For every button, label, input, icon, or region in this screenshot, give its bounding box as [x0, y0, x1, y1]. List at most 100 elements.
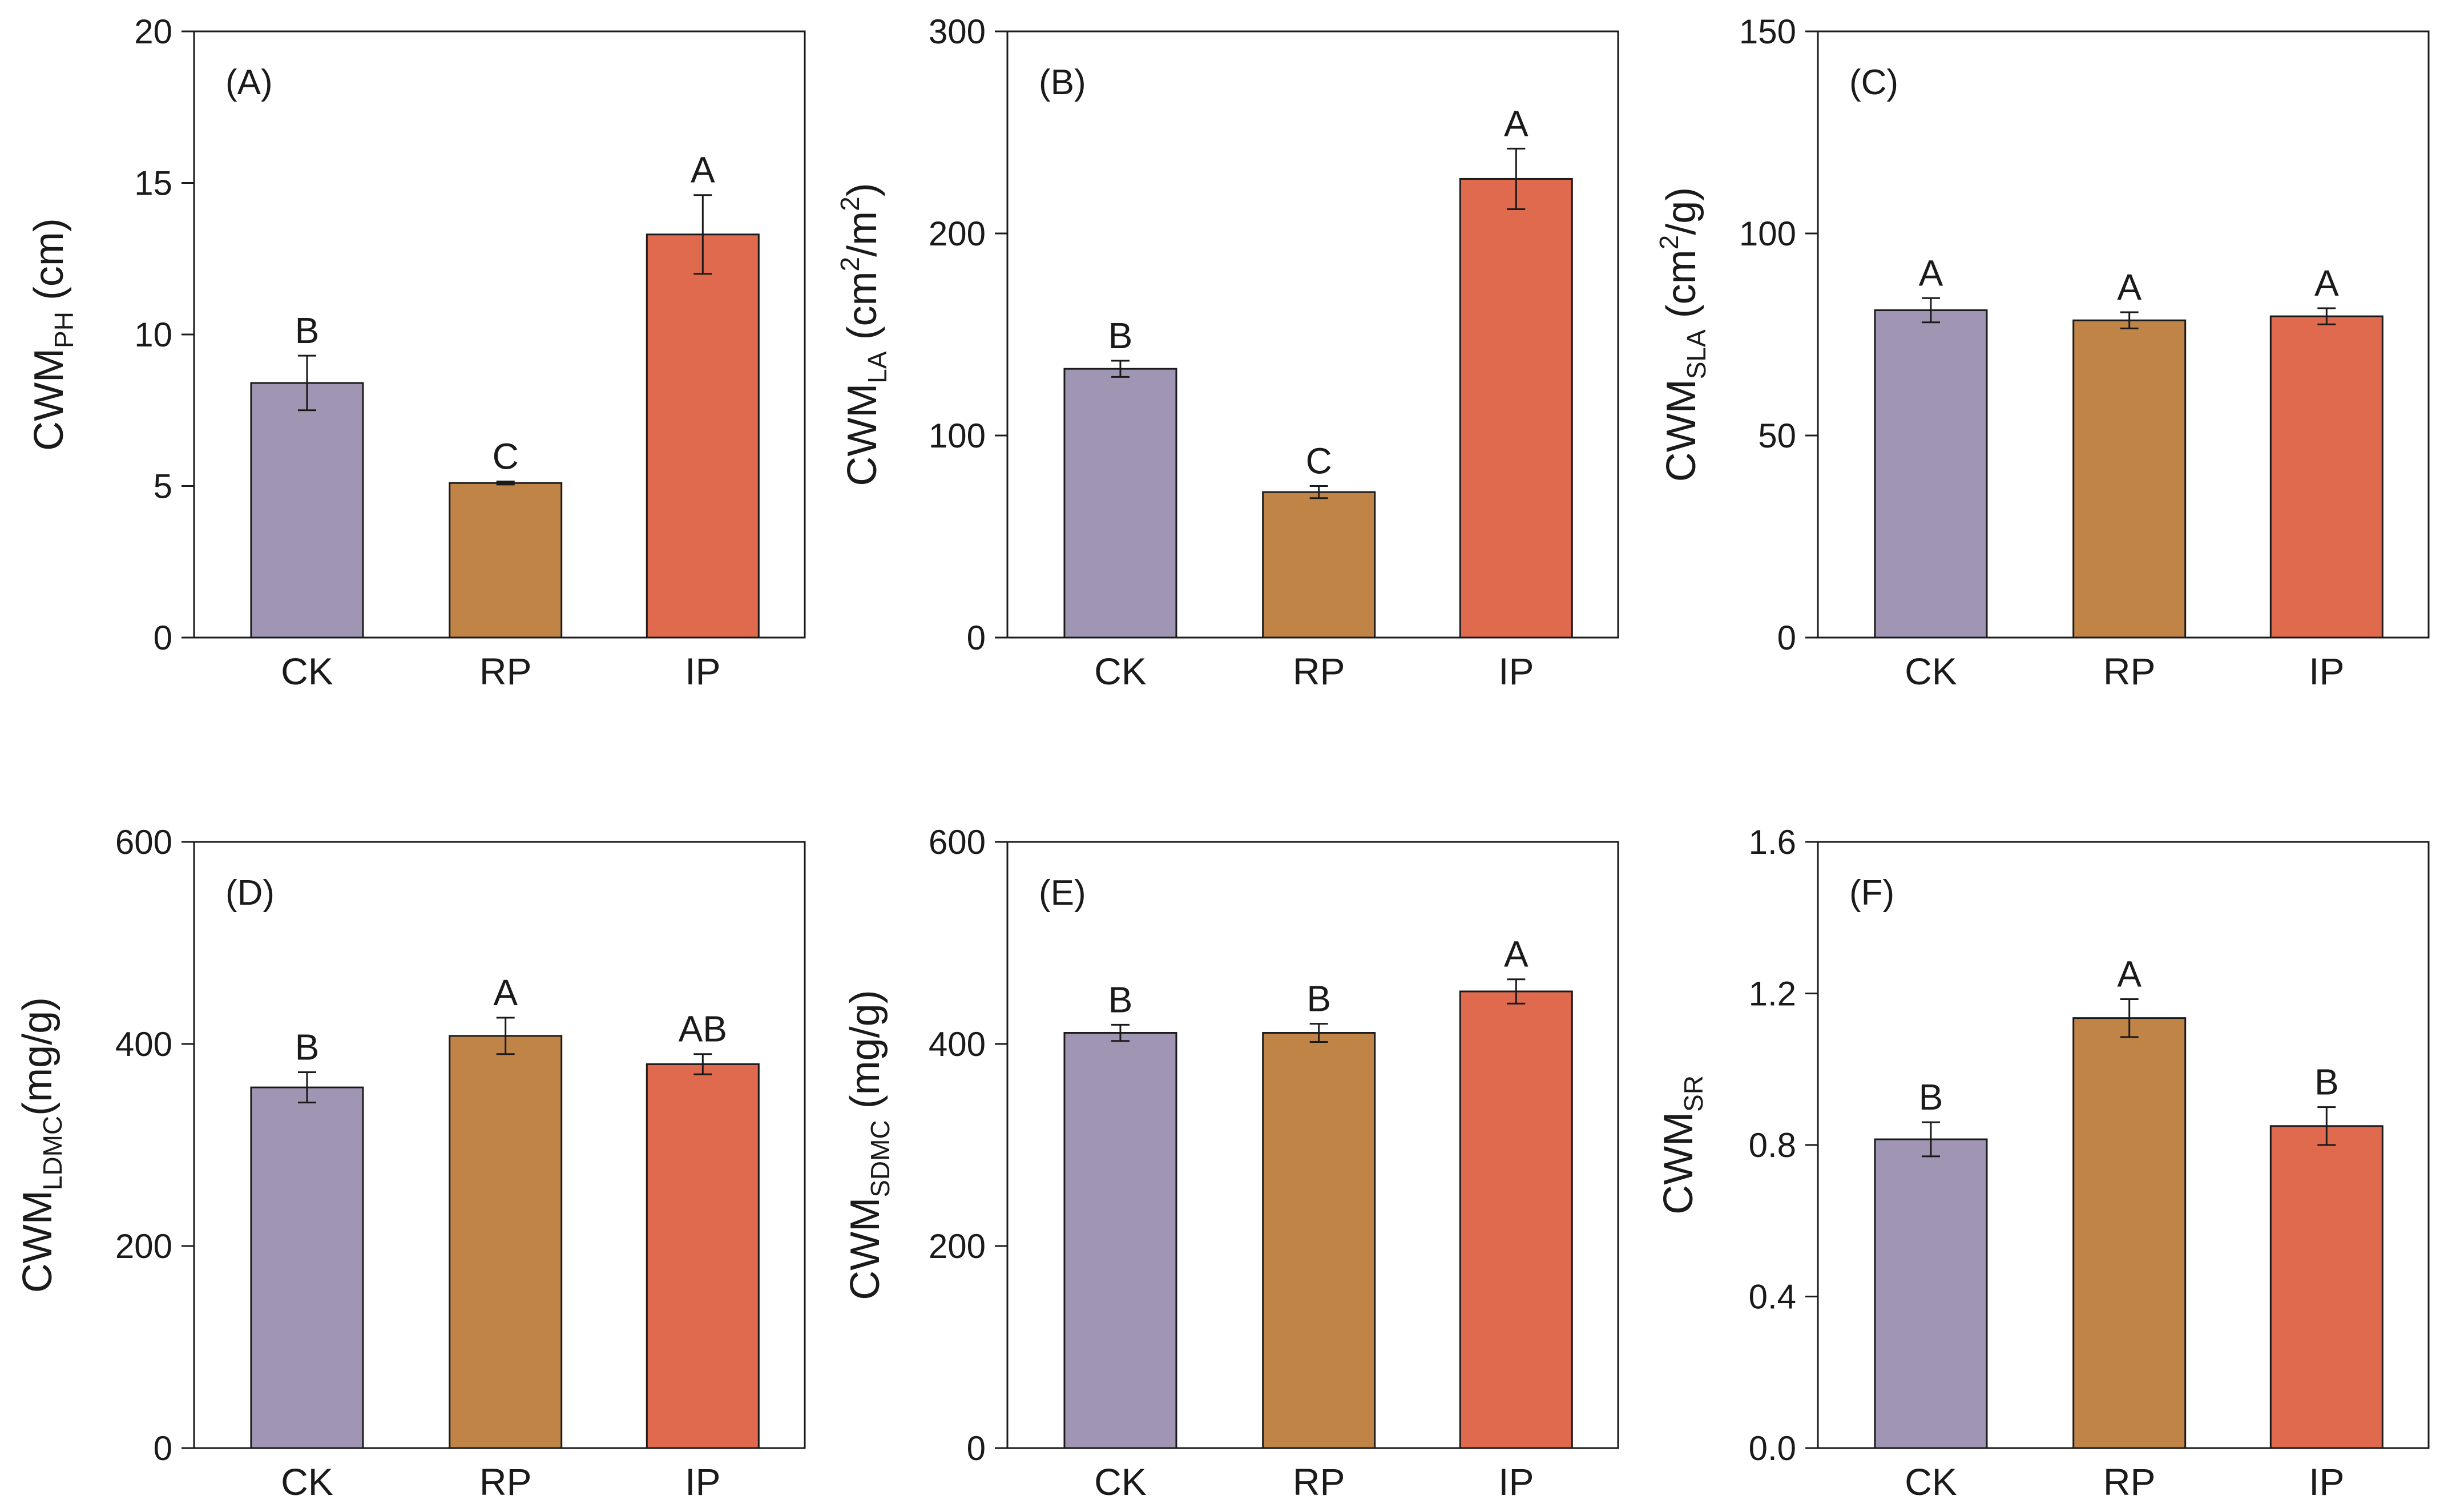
- x-tick-label: IP: [2309, 1461, 2344, 1503]
- y-axis-label: CWMLDMC(mg/g): [15, 997, 67, 1293]
- bar-rp: [2072, 319, 2187, 639]
- y-tick-label: 10: [134, 316, 172, 354]
- significance-letter: C: [1306, 441, 1332, 482]
- bar-ip: [1459, 990, 1573, 1449]
- significance-letter: C: [493, 436, 519, 477]
- significance-letter: B: [1919, 1076, 1943, 1118]
- panel-e: B CK B RP A IP 0 200 400 600 (E) CWMSDMC (mg/g): [842, 823, 1619, 1503]
- y-tick-label: 0: [154, 619, 172, 657]
- y-tick-label: 200: [115, 1227, 172, 1265]
- significance-letter: B: [1108, 315, 1133, 356]
- x-tick-label: IP: [2309, 650, 2344, 692]
- x-tick-label: CK: [1905, 650, 1957, 692]
- panel-label: (A): [225, 63, 273, 102]
- significance-letter: A: [1919, 252, 1943, 293]
- y-tick-label: 600: [929, 823, 986, 861]
- y-tick-label: 0.8: [1749, 1126, 1796, 1164]
- y-tick-label: 50: [1758, 417, 1796, 455]
- significance-letter: AB: [679, 1009, 727, 1050]
- y-tick-label: 100: [1739, 215, 1796, 253]
- y-tick-label: 400: [115, 1025, 172, 1063]
- bar-rp: [2072, 1017, 2187, 1449]
- panel-b: B CK C RP A IP 0 100 200 300 (B) CWMLA (cm2/m2): [835, 13, 1619, 692]
- y-tick-label: 1.6: [1749, 823, 1796, 861]
- significance-letter: A: [2314, 263, 2339, 304]
- bar-ip: [646, 233, 760, 639]
- x-tick-label: CK: [281, 1461, 333, 1503]
- bar-ck: [1063, 1032, 1177, 1449]
- panel-label: (D): [225, 873, 275, 913]
- plot-frame: [193, 841, 806, 1449]
- bar-ck: [1874, 309, 1988, 639]
- bar-ck: [250, 1086, 364, 1449]
- y-tick-label: 0.0: [1749, 1429, 1796, 1467]
- y-tick-label: 0: [154, 1429, 172, 1467]
- x-tick-label: CK: [1094, 1461, 1147, 1503]
- bar-rp: [1262, 491, 1376, 639]
- y-tick-label: 200: [929, 1227, 986, 1265]
- panel-label: (B): [1039, 63, 1086, 102]
- x-tick-label: RP: [2103, 650, 2156, 692]
- significance-letter: A: [2117, 953, 2141, 994]
- plot-frame: [1006, 30, 1619, 639]
- x-tick-label: IP: [1498, 1461, 1534, 1503]
- y-tick-label: 0.4: [1749, 1278, 1796, 1316]
- significance-letter: B: [1108, 979, 1133, 1020]
- significance-letter: A: [493, 972, 518, 1013]
- x-tick-label: RP: [2103, 1461, 2156, 1503]
- bar-ck: [1063, 368, 1177, 639]
- y-axis-label: CWMSLA (cm2/g): [1654, 187, 1711, 482]
- y-tick-label: 0: [967, 1429, 986, 1467]
- x-tick-label: IP: [1498, 650, 1534, 692]
- x-tick-label: IP: [685, 1461, 720, 1503]
- y-tick-label: 0: [1777, 619, 1796, 657]
- y-tick-label: 150: [1739, 13, 1796, 51]
- panel-label: (C): [1849, 63, 1898, 102]
- y-axis-label: CWMLA (cm2/m2): [835, 183, 892, 486]
- x-tick-label: IP: [685, 650, 720, 692]
- bar-ck: [250, 382, 364, 639]
- y-tick-label: 5: [154, 467, 172, 506]
- x-tick-label: CK: [1094, 650, 1147, 692]
- significance-letter: B: [295, 310, 320, 351]
- x-tick-label: RP: [479, 650, 532, 692]
- y-tick-label: 100: [929, 417, 986, 455]
- y-tick-label: 600: [115, 823, 172, 861]
- y-tick-label: 20: [134, 13, 172, 51]
- panel-label: (F): [1849, 873, 1894, 913]
- panel-f: B CK A RP B IP 0.0 0.4 0.8 1.2 1.6 (F) CWMSR: [1656, 823, 2430, 1503]
- significance-letter: A: [691, 150, 715, 191]
- x-tick-label: RP: [479, 1461, 532, 1503]
- y-tick-label: 1.2: [1749, 975, 1796, 1013]
- significance-letter: A: [2117, 267, 2141, 308]
- significance-letter: A: [1504, 934, 1528, 975]
- bar-rp: [1262, 1032, 1376, 1449]
- bar-ck: [1874, 1138, 1988, 1449]
- y-tick-label: 15: [134, 164, 172, 203]
- y-axis-label: CWMPH (cm): [26, 218, 79, 451]
- panel-a: B CK C RP A IP 0 5 10 15 20 (A) CWMPH (cm): [26, 13, 806, 692]
- bar-ip: [2269, 315, 2383, 639]
- x-tick-label: RP: [1293, 1461, 1345, 1503]
- bar-rp: [449, 482, 563, 639]
- significance-letter: B: [295, 1027, 320, 1068]
- bar-ip: [1459, 178, 1573, 639]
- y-tick-label: 300: [929, 13, 986, 51]
- y-tick-label: 200: [929, 215, 986, 253]
- bar-rp: [449, 1035, 563, 1449]
- significance-letter: B: [2314, 1062, 2339, 1103]
- bar-ip: [2269, 1125, 2383, 1449]
- y-tick-label: 0: [967, 619, 986, 657]
- panel-label: (E): [1039, 873, 1086, 913]
- significance-letter: A: [1504, 103, 1528, 144]
- y-axis-label: CWMSDMC (mg/g): [842, 990, 895, 1300]
- x-tick-label: RP: [1293, 650, 1345, 692]
- significance-letter: B: [1306, 978, 1331, 1019]
- y-tick-label: 400: [929, 1025, 986, 1063]
- plot-frame: [1817, 30, 2430, 639]
- x-tick-label: CK: [1905, 1461, 1957, 1503]
- plot-frame: [1006, 841, 1619, 1449]
- y-axis-label: CWMSR: [1656, 1075, 1708, 1215]
- panel-c: A CK A RP A IP 0 50 100 150 (C) CWMSLA (cm2/g): [1654, 13, 2430, 692]
